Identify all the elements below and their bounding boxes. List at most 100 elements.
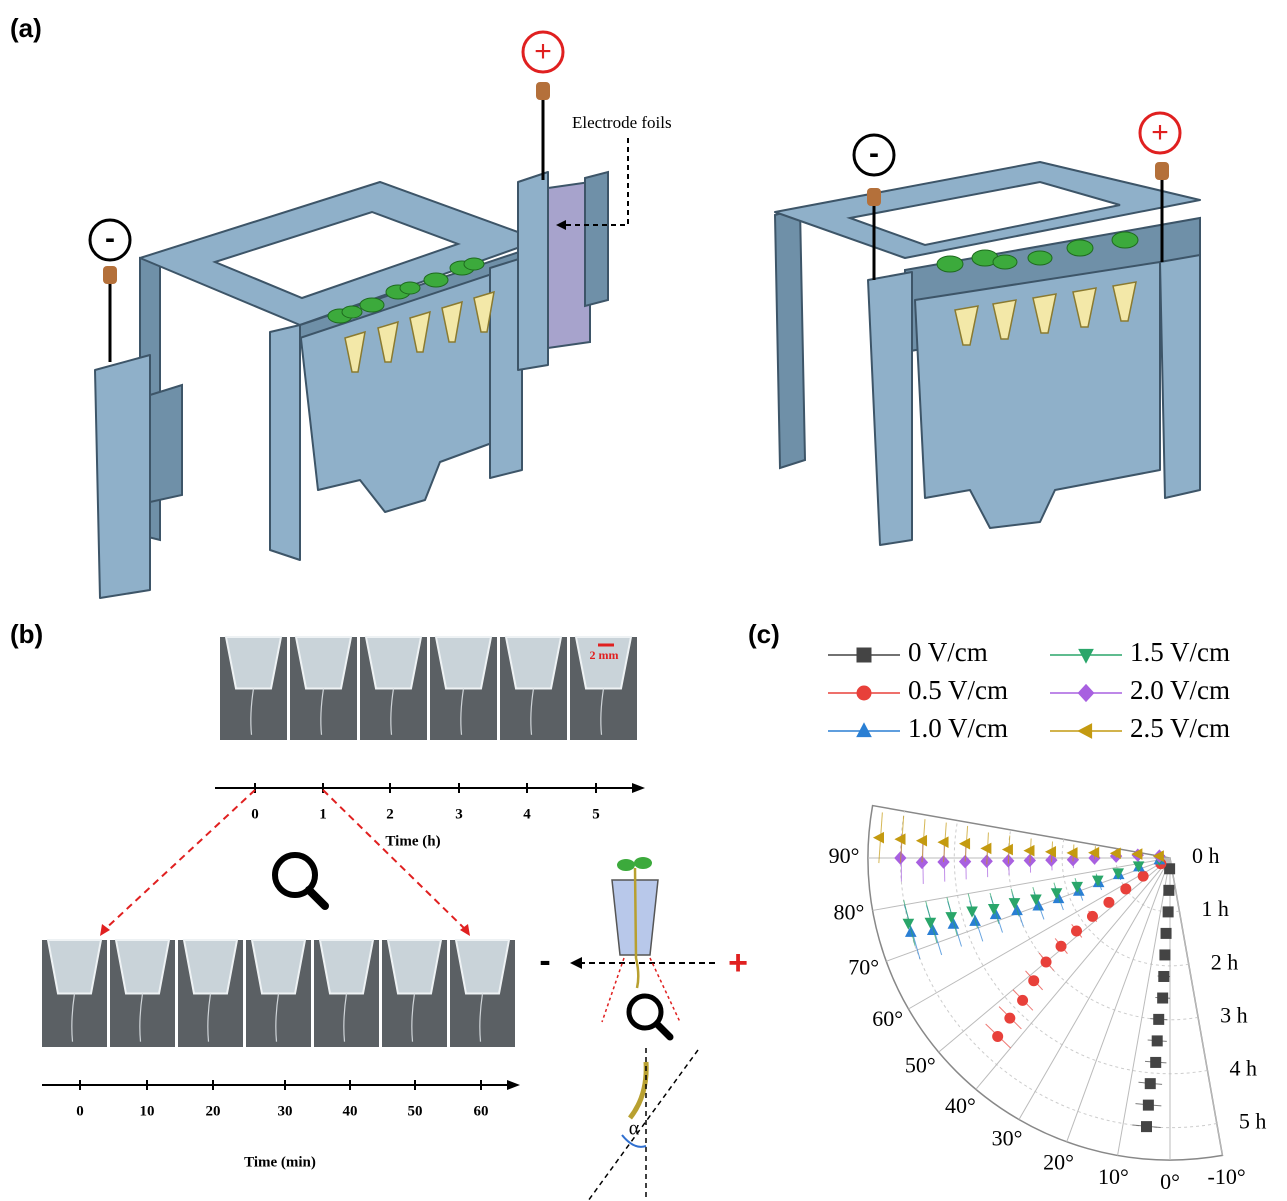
clip bbox=[867, 188, 881, 206]
electrode-block bbox=[150, 385, 182, 502]
pipette-tip bbox=[296, 637, 351, 689]
electrode-plate bbox=[95, 355, 150, 598]
pipette-tip bbox=[184, 940, 237, 994]
pipette-tip bbox=[320, 940, 373, 994]
theta-tick-label: 20° bbox=[1043, 1149, 1074, 1174]
clip bbox=[536, 82, 550, 100]
tick-label: 5 bbox=[592, 806, 600, 822]
marker bbox=[1161, 928, 1171, 938]
pipette-tip bbox=[388, 940, 441, 994]
tick-label: 50 bbox=[408, 1103, 423, 1119]
leaf bbox=[360, 298, 384, 312]
marker bbox=[1163, 907, 1173, 917]
r-tick-label: 5 h bbox=[1239, 1109, 1267, 1134]
figure: (a) bbox=[0, 0, 1287, 1201]
theta-tick-label: 70° bbox=[848, 955, 879, 980]
electrode-plate bbox=[518, 172, 548, 370]
theta-tick-label: 10° bbox=[1098, 1164, 1129, 1189]
marker bbox=[1104, 897, 1114, 907]
electrode-cap bbox=[585, 172, 608, 306]
pipette-tip bbox=[366, 637, 421, 689]
tick-label: 4 bbox=[523, 806, 531, 822]
marker bbox=[1029, 976, 1039, 986]
tick-label: 1 bbox=[319, 806, 327, 822]
scale-label: 2 mm bbox=[590, 648, 619, 662]
marker bbox=[857, 648, 871, 662]
marker bbox=[1164, 885, 1174, 895]
tick-label: 30 bbox=[278, 1103, 293, 1119]
theta-tick-label: 50° bbox=[905, 1053, 936, 1078]
leaf bbox=[424, 273, 448, 287]
r-tick-label: 0 h bbox=[1192, 843, 1220, 868]
clip bbox=[1155, 162, 1169, 180]
theta-tick-label: -10° bbox=[1208, 1164, 1246, 1189]
leaf bbox=[400, 282, 420, 294]
marker bbox=[1005, 1013, 1015, 1023]
electrode-foil bbox=[548, 182, 590, 348]
pipette-tip bbox=[456, 940, 509, 994]
tick-label: 0 bbox=[76, 1103, 84, 1119]
marker bbox=[1138, 871, 1148, 881]
tick-label: 0 bbox=[251, 806, 259, 822]
leaf bbox=[937, 256, 963, 272]
marker bbox=[1143, 1100, 1153, 1110]
marker bbox=[1056, 941, 1066, 951]
pipette-tip bbox=[252, 940, 305, 994]
leaf bbox=[1067, 240, 1093, 256]
tick-label: 20 bbox=[206, 1103, 221, 1119]
marker bbox=[1018, 995, 1028, 1005]
theta-tick-label: 90° bbox=[829, 843, 860, 868]
marker bbox=[1145, 1079, 1155, 1089]
marker bbox=[1152, 1036, 1162, 1046]
marker bbox=[1160, 950, 1170, 960]
r-tick-label: 1 h bbox=[1201, 896, 1229, 921]
legend-label: 2.5 V/cm bbox=[1130, 713, 1230, 743]
leg bbox=[270, 325, 300, 560]
marker bbox=[1087, 911, 1097, 921]
legend-label: 1.5 V/cm bbox=[1130, 637, 1230, 667]
angle-label: α bbox=[629, 1118, 640, 1140]
marker bbox=[1159, 971, 1169, 981]
clip bbox=[103, 266, 117, 284]
marker bbox=[857, 686, 871, 700]
marker bbox=[1041, 957, 1051, 967]
panel-label: (c) bbox=[748, 619, 780, 649]
axis-title: Time (h) bbox=[385, 833, 440, 849]
tick-label: 2 bbox=[386, 806, 394, 822]
annotation: Electrode foils bbox=[572, 113, 672, 132]
photo-strip bbox=[42, 940, 515, 1047]
leaf bbox=[464, 258, 484, 270]
pipette-tip bbox=[506, 637, 561, 689]
theta-tick-label: 60° bbox=[872, 1006, 903, 1031]
theta-tick-label: 80° bbox=[834, 900, 865, 925]
marker bbox=[993, 1031, 1003, 1041]
marker bbox=[1121, 884, 1131, 894]
leaf bbox=[993, 255, 1017, 269]
axis-title: Time (min) bbox=[244, 1154, 316, 1170]
tick-label: 3 bbox=[455, 806, 463, 822]
legend-label: 0.5 V/cm bbox=[908, 675, 1008, 705]
tick-label: 60 bbox=[474, 1103, 489, 1119]
tick-label: 10 bbox=[140, 1103, 155, 1119]
legend-label: 0 V/cm bbox=[908, 637, 988, 667]
pipette-tip bbox=[116, 940, 169, 994]
r-tick-label: 2 h bbox=[1211, 949, 1239, 974]
plus-sign: + bbox=[534, 35, 552, 68]
tick-label: 40 bbox=[343, 1103, 358, 1119]
theta-tick-label: 40° bbox=[945, 1093, 976, 1118]
minus-sign: - bbox=[539, 942, 550, 980]
leaf bbox=[1112, 232, 1138, 248]
marker bbox=[1072, 926, 1082, 936]
marker bbox=[1151, 1057, 1161, 1067]
marker bbox=[1154, 1014, 1164, 1024]
marker bbox=[1158, 993, 1168, 1003]
pipette-tip bbox=[436, 637, 491, 689]
theta-tick-label: 0° bbox=[1160, 1169, 1180, 1194]
plus-sign: + bbox=[1151, 116, 1169, 149]
pipette-tip bbox=[48, 940, 101, 994]
panel-label: (b) bbox=[10, 619, 43, 649]
leaf bbox=[617, 859, 635, 871]
electrode-plate bbox=[1160, 255, 1200, 498]
plus-sign: + bbox=[728, 944, 748, 982]
legend-label: 2.0 V/cm bbox=[1130, 675, 1230, 705]
